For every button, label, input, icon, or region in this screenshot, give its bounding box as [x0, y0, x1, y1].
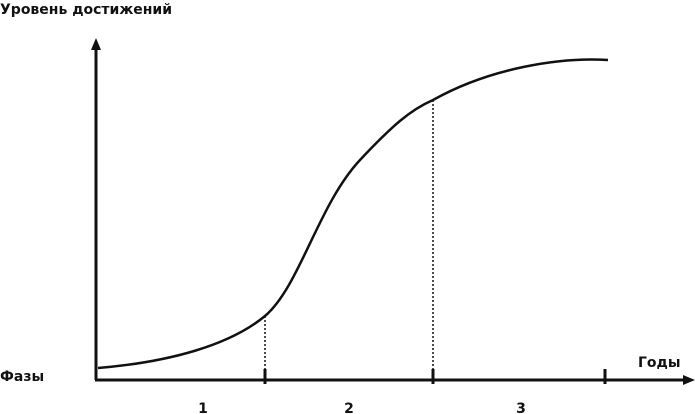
phase-label: 3 [516, 401, 526, 414]
phase-axis-label: Фазы [0, 369, 44, 385]
s-curve [97, 58, 609, 370]
y-axis-arrow [91, 38, 101, 50]
phase-label: 2 [344, 401, 354, 414]
phase-label: 1 [198, 401, 208, 414]
y-axis-label: Уровень достижений [0, 2, 172, 18]
x-axis-arrow [683, 375, 695, 385]
x-axis-label: Годы [638, 355, 681, 371]
